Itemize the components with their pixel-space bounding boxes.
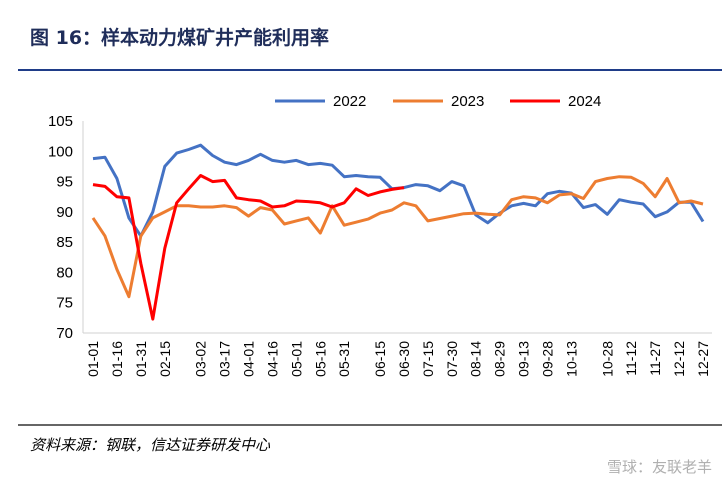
x-tick-label: 03-17	[217, 341, 233, 377]
legend-label: 2024	[568, 93, 601, 110]
x-tick-label: 01-16	[109, 341, 125, 377]
x-tick-label: 04-01	[240, 341, 256, 377]
y-tick-label: 105	[48, 113, 73, 130]
x-tick-label: 06-15	[372, 341, 388, 377]
y-tick-label: 80	[56, 264, 73, 281]
series-line	[91, 175, 704, 299]
x-tick-label: 08-14	[468, 341, 484, 377]
y-tick-label: 90	[56, 204, 73, 221]
y-tick-label: 95	[56, 174, 73, 191]
x-tick-label: 05-16	[312, 341, 328, 377]
x-tick-label: 09-28	[540, 341, 556, 377]
watermark: 雪球：友联老羊	[607, 458, 712, 476]
legend-label: 2023	[451, 93, 484, 110]
series-line	[92, 143, 705, 238]
y-tick-label: 85	[56, 234, 73, 251]
x-tick-label: 07-30	[444, 341, 460, 377]
x-tick-label: 12-27	[695, 341, 711, 377]
chart-title: 图 16：样本动力煤矿井产能利用率	[30, 26, 329, 49]
x-tick-label: 10-13	[563, 341, 579, 377]
x-tick-label: 06-30	[396, 341, 412, 377]
x-tick-label: 11-27	[647, 341, 663, 376]
x-tick-label: 02-15	[157, 341, 173, 377]
x-tick-label: 12-12	[671, 341, 687, 377]
x-tick-label: 05-31	[336, 341, 352, 377]
x-tick-label: 04-16	[264, 341, 280, 377]
x-tick-label: 11-12	[623, 341, 639, 376]
legend-label: 2022	[333, 93, 366, 110]
x-tick-label: 07-15	[420, 341, 436, 377]
x-tick-label: 09-13	[516, 341, 532, 377]
source: 资料来源：钢联，信达证券研发中心	[30, 436, 271, 454]
y-tick-label: 100	[48, 143, 73, 160]
x-tick-label: 08-29	[492, 341, 508, 377]
x-tick-label: 05-01	[288, 341, 304, 377]
y-tick-label: 75	[56, 295, 73, 312]
y-tick-label: 70	[56, 325, 73, 342]
x-tick-label: 01-31	[133, 341, 149, 377]
x-tick-label: 01-01	[85, 341, 101, 377]
series-line	[92, 174, 405, 321]
x-tick-label: 03-02	[193, 341, 209, 377]
x-tick-label: 10-28	[599, 341, 615, 377]
